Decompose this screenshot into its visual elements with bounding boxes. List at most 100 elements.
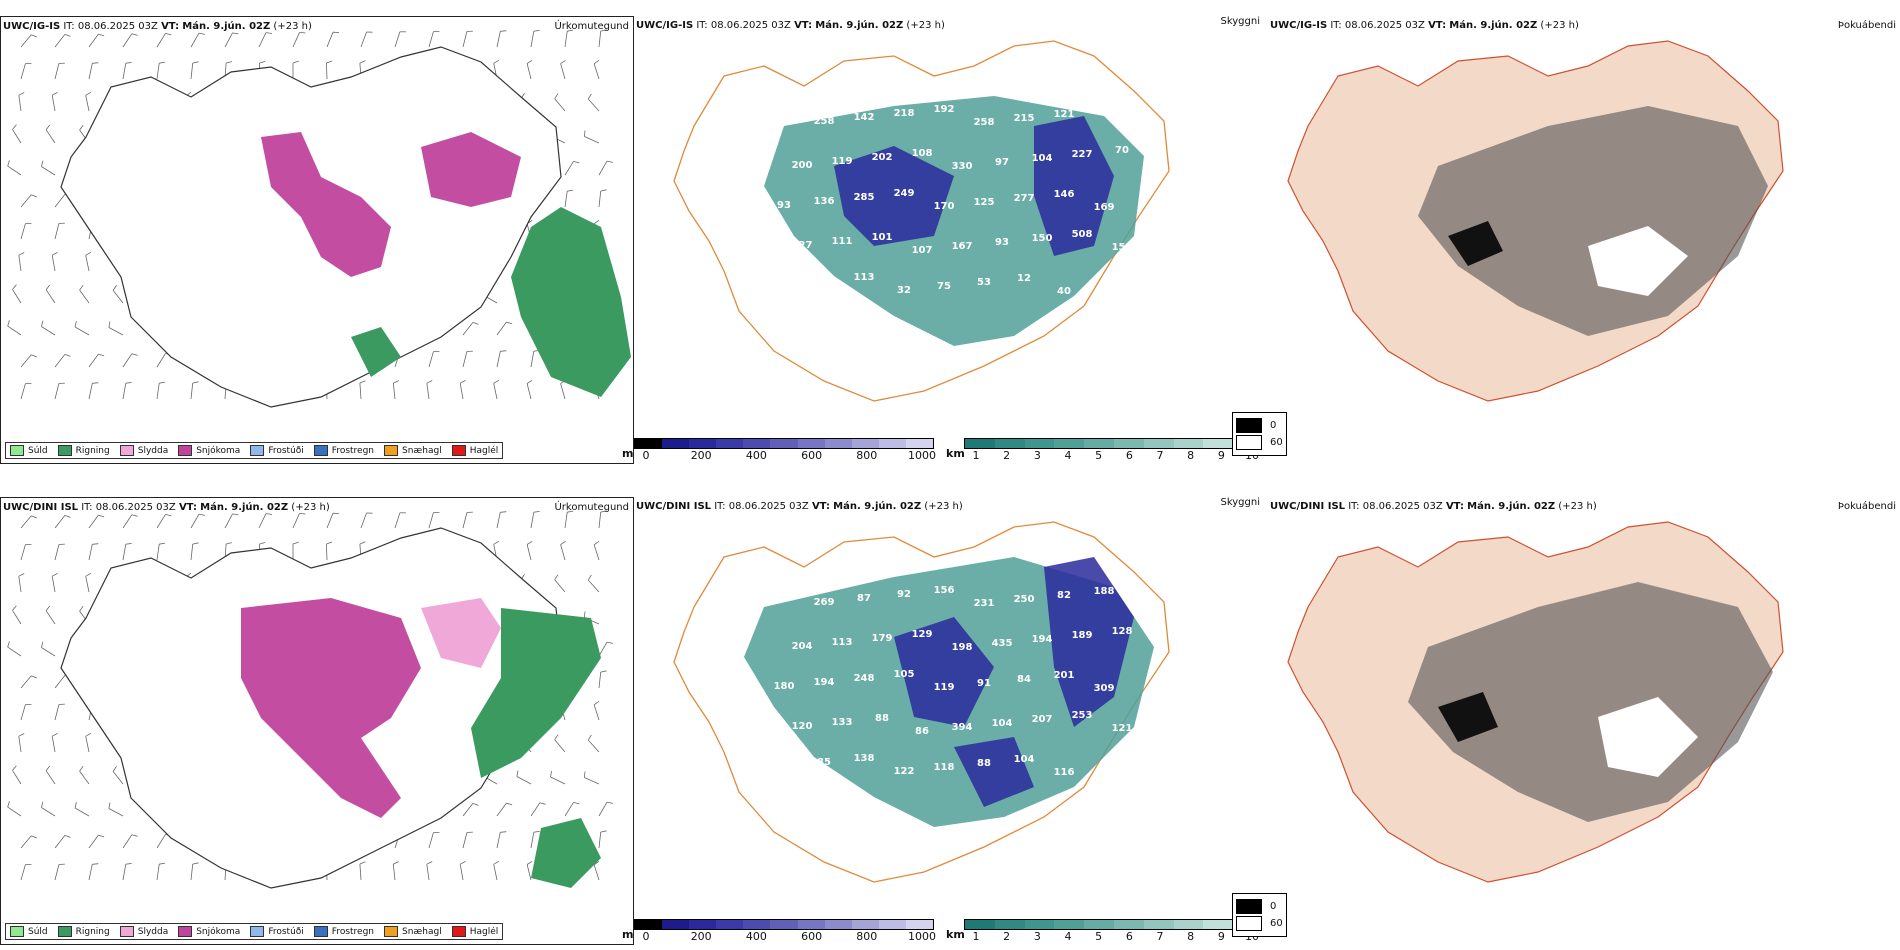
colorbar-tick: 600 (801, 449, 823, 462)
cloud-base-label: 12 (1017, 273, 1031, 284)
cloud-base-label: 142 (854, 112, 875, 123)
cloud-base-label: 155 (1112, 242, 1133, 253)
wind-barb-flag (198, 32, 205, 35)
wind-barb (156, 33, 166, 48)
wind-barb (12, 289, 22, 304)
wind-barb-flag (506, 321, 513, 325)
colorbar-cell (1054, 439, 1085, 448)
legend-label: Haglél (469, 926, 499, 937)
wind-barb (20, 544, 26, 561)
wind-barb (88, 63, 93, 80)
wind-barb-flag (131, 33, 138, 36)
legend-item: Slydda (119, 926, 169, 937)
wind-barb-flag (125, 863, 132, 865)
wind-barb-flag (554, 734, 559, 740)
wind-barb (459, 864, 464, 881)
cloud-base-label: 86 (915, 726, 929, 737)
legend-label: Haglél (469, 445, 499, 456)
fog-legend-label: 60 (1270, 918, 1283, 929)
wind-barb (584, 136, 600, 144)
cloud-base-label: 189 (1072, 630, 1093, 641)
cloud-base-label: 194 (814, 677, 835, 688)
colorbar-tick: 1000 (908, 449, 936, 462)
snow-area (241, 598, 421, 818)
wind-barb (41, 166, 56, 176)
legend-swatch (250, 926, 265, 937)
fog-legend-swatch (1236, 435, 1262, 450)
wind-barb-flag (550, 770, 552, 778)
cloud-base-label: 192 (934, 104, 955, 115)
cloud-base-label: 113 (854, 272, 875, 283)
wind-barb (326, 543, 328, 561)
wind-barb-flag (31, 515, 37, 519)
cloud-base-label: 32 (897, 285, 911, 296)
wind-barb (20, 223, 26, 240)
wind-barb-flag (600, 29, 607, 32)
wind-barb (12, 610, 22, 625)
wind-barb (79, 770, 90, 785)
cloud-base-label: 269 (814, 597, 835, 608)
wind-barb-flag (41, 801, 44, 808)
wind-barb (190, 864, 194, 881)
wind-barb-flag (500, 511, 507, 513)
colorbar-cell (1113, 439, 1144, 448)
cloud-base-label: 105 (894, 669, 915, 680)
cloud-base-label: 544 (774, 584, 795, 595)
wind-barb (326, 32, 334, 48)
cloud-base-label: 250 (1014, 594, 1035, 605)
legend-swatch (313, 445, 328, 456)
wind-barb (7, 806, 22, 817)
colorbar-cell (1203, 920, 1234, 929)
cloud-panel-top: UWC/IG-IS IT: 08.06.2025 03Z VT: Mán. 9.… (622, 16, 1268, 464)
cloud-base-label: 125 (974, 197, 995, 208)
legend-item: Haglél (451, 445, 499, 456)
cloud-base-label: 277 (1014, 193, 1035, 204)
legend-label: Slydda (137, 926, 169, 937)
wind-barb (560, 544, 566, 561)
wind-barb-flag (108, 321, 111, 328)
wind-barb (54, 544, 60, 561)
wind-barb (462, 803, 474, 817)
cloud-base-label: 113 (832, 637, 853, 648)
fog-dense-2 (1448, 221, 1503, 266)
colorbar-cell (743, 439, 771, 448)
wind-barb (550, 776, 566, 785)
colorbar-cell (716, 439, 744, 448)
fog-map (1287, 521, 1784, 883)
legend-label: Snæhagl (402, 926, 442, 937)
wind-barb-flag (359, 861, 366, 865)
wind-barb-flag (232, 32, 239, 35)
wind-barb-flag (606, 641, 613, 644)
cloud-base-label: 330 (952, 161, 973, 172)
wind-barb (85, 95, 90, 112)
wind-barb-flag (359, 541, 366, 545)
legend-swatch (384, 926, 399, 937)
wind-barb-flag (131, 514, 138, 517)
wind-barb (496, 31, 501, 48)
panel-title: Úrkomutegund (554, 21, 629, 32)
wind-barb (554, 98, 566, 112)
wind-barb-flag (85, 251, 92, 256)
wind-barb-flag (31, 34, 37, 38)
wind-barb-flag (98, 353, 105, 357)
wind-barb-flag (526, 540, 533, 545)
cloud-base-label: 110 (792, 801, 813, 812)
wind-barb (394, 512, 401, 529)
colorbar-cell (965, 920, 995, 929)
wind-barb (326, 513, 334, 529)
wind-barb (122, 383, 127, 400)
panel-title: Þokuábendi (1837, 501, 1896, 512)
wind-barb-flag (593, 540, 600, 546)
wind-barb (122, 834, 133, 849)
wind-barb (593, 63, 600, 80)
cloud-base-label: 40 (1057, 286, 1071, 297)
wind-barb (51, 736, 56, 753)
colorbar-cell (635, 920, 663, 929)
wind-barb-flag (593, 219, 600, 225)
cloud-base-label: 182 (1094, 105, 1115, 116)
wind-barb (41, 326, 56, 336)
wind-barb-flag (493, 59, 500, 64)
wind-barb (564, 512, 568, 529)
colorbar-tick: 9 (1217, 449, 1225, 462)
legend-item: Rigning (57, 926, 110, 937)
